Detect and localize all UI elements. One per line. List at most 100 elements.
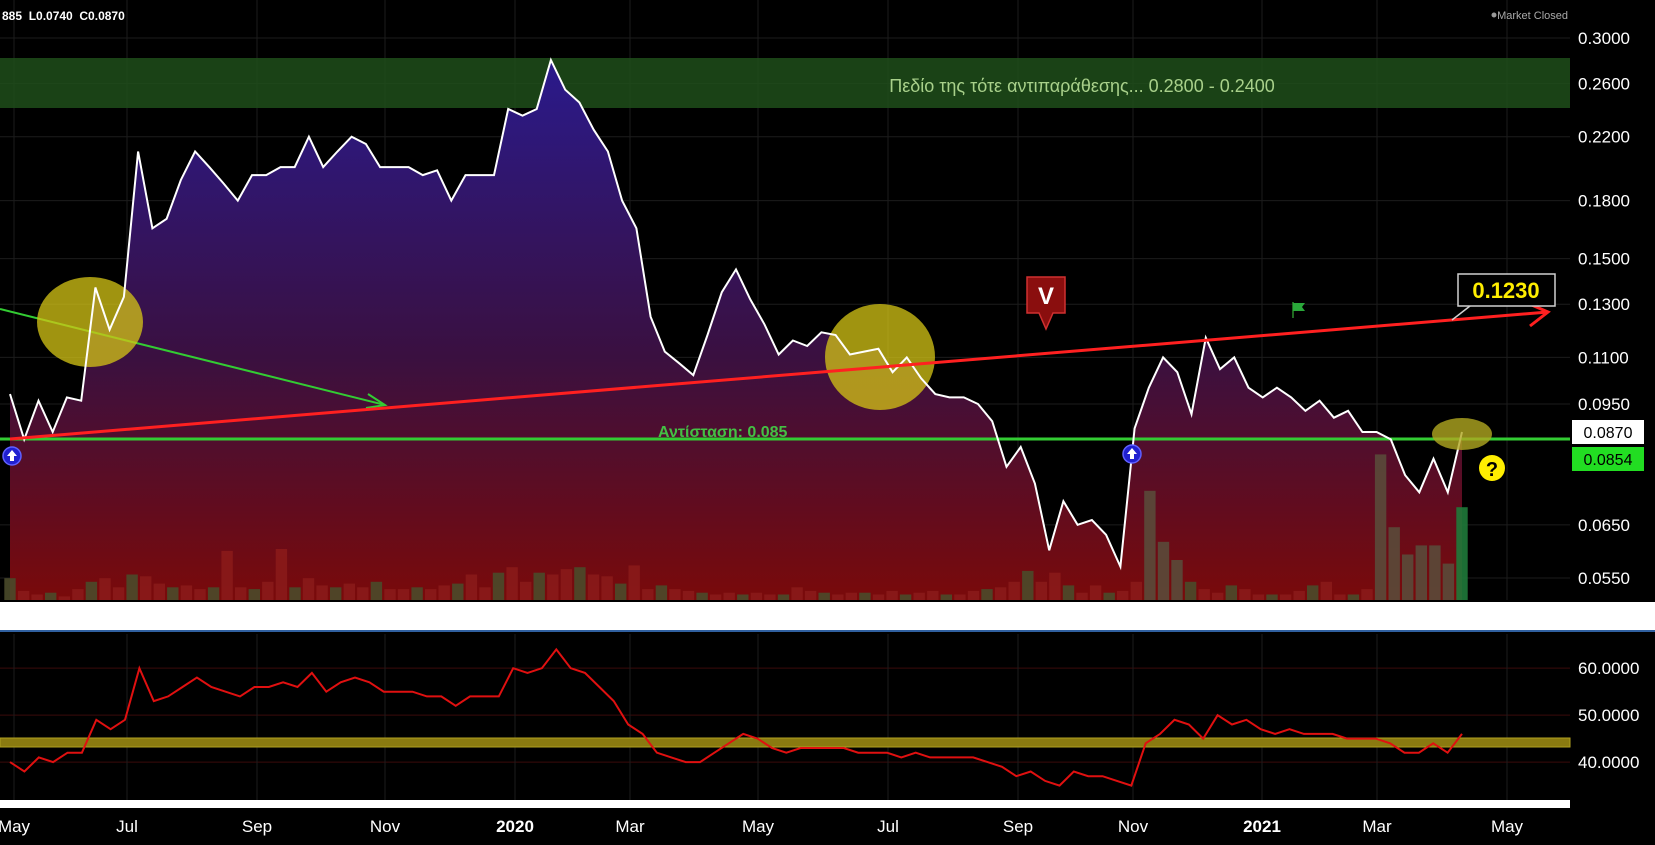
volume-bar <box>954 594 966 600</box>
volume-bar <box>1279 594 1292 600</box>
support-price-value: 0.0854 <box>1584 452 1633 469</box>
panel-separator[interactable] <box>0 602 1655 632</box>
volume-bar <box>601 576 613 600</box>
price-axis[interactable]: 0.3000 0.2600 0.2200 0.1800 0.1500 0.1300 0.11… <box>1578 29 1630 588</box>
time-tick-label: Nov <box>370 817 401 836</box>
rsi-grid <box>0 634 1570 800</box>
volume-bar <box>845 592 857 600</box>
volume-bar <box>370 581 383 600</box>
volume-bar <box>560 569 573 600</box>
question-mark: ? <box>1486 459 1498 481</box>
volume-bar <box>384 589 396 600</box>
volume-bar <box>180 585 193 600</box>
time-axis[interactable]: May Jul Sep Nov 2020 Mar May Jul Sep Nov 2021 Mar Ma… <box>0 817 1524 836</box>
volume-bar <box>1089 585 1102 600</box>
volume-bar <box>1361 589 1373 600</box>
time-tick-label: Jul <box>116 817 138 836</box>
rsi-tick-label: 60.0000 <box>1578 659 1639 678</box>
volume-bar <box>709 594 722 600</box>
time-tick-label: 2021 <box>1243 817 1281 836</box>
rsi-tick-label: 40.0000 <box>1578 753 1639 772</box>
volume-bar <box>1157 541 1170 600</box>
price-line <box>9 57 1463 571</box>
volume-bar <box>235 587 247 600</box>
last-price-tag: 0.0870 <box>1572 420 1644 444</box>
volume-bar <box>492 572 505 600</box>
volume-bar <box>302 578 315 600</box>
volume-bars <box>4 454 1468 600</box>
volume-bar <box>438 585 450 600</box>
volume-bar <box>981 589 993 600</box>
volume-bar <box>859 592 871 600</box>
volume-bar <box>343 583 355 600</box>
price-tick-label: 0.2200 <box>1578 128 1630 147</box>
volume-bar <box>1062 585 1075 600</box>
volume-bar <box>615 583 627 600</box>
volume-bar <box>533 572 545 600</box>
volume-bar <box>58 596 70 600</box>
volume-bar <box>791 587 803 600</box>
volume-bar <box>1307 585 1319 600</box>
volume-bar <box>655 585 668 600</box>
rsi-axis[interactable]: 60.0000 50.0000 40.0000 <box>1578 659 1639 772</box>
volume-bar <box>669 589 681 600</box>
volume-bar <box>221 550 233 600</box>
zone-label: Πεδίο της τότε αντιπαράθεσης... 0.2800 -… <box>889 76 1275 96</box>
volume-bar <box>479 587 491 600</box>
volume-bar <box>330 587 342 600</box>
volume-bar <box>45 592 57 600</box>
rsi-bottom-strip <box>0 800 1570 808</box>
rsi-line <box>9 647 1463 787</box>
volume-bar <box>411 587 423 600</box>
volume-bar <box>397 589 410 600</box>
target-label: 0.1230 <box>1472 278 1539 303</box>
volume-bar <box>1022 570 1034 600</box>
volume-bar <box>262 581 274 600</box>
price-area-fill <box>10 60 1462 600</box>
volume-bar <box>248 589 260 600</box>
question-icon: ? <box>1479 455 1505 481</box>
time-tick-label: May <box>742 817 775 836</box>
volume-bar <box>967 590 980 600</box>
v-marker: V <box>1026 276 1066 331</box>
volume-bar <box>750 592 763 600</box>
time-tick-label: Mar <box>1362 817 1392 836</box>
volume-bar <box>628 565 640 600</box>
time-tick-label: Sep <box>242 817 272 836</box>
volume-bar <box>1049 572 1061 600</box>
volume-bar <box>357 587 369 600</box>
price-tick-label: 0.1800 <box>1578 192 1630 211</box>
volume-bar <box>1239 589 1251 600</box>
volume-bar <box>587 574 600 600</box>
volume-bar <box>1171 560 1183 600</box>
volume-bar <box>1402 554 1414 600</box>
time-tick-label: 2020 <box>496 817 534 836</box>
volume-bar <box>1334 594 1346 600</box>
time-tick-label: May <box>1491 817 1524 836</box>
price-tick-label: 0.3000 <box>1578 29 1630 48</box>
volume-bar <box>804 590 817 600</box>
volume-bar <box>1144 490 1156 600</box>
volume-bar <box>994 587 1007 600</box>
volume-bar <box>316 585 328 600</box>
volume-bar <box>737 594 749 600</box>
volume-bar <box>140 576 152 600</box>
volume-bar <box>112 587 125 600</box>
volume-bar <box>1212 592 1224 600</box>
market-status-dot <box>1491 12 1497 18</box>
volume-bar <box>1442 563 1455 600</box>
highlight-circle-2 <box>825 304 935 410</box>
volume-bar <box>832 594 844 600</box>
volume-bar <box>696 592 708 600</box>
volume-bar <box>1456 507 1468 600</box>
last-price-value: 0.0870 <box>1584 425 1633 442</box>
arrow-up-icon <box>1122 444 1142 464</box>
volume-bar <box>642 589 654 600</box>
volume-bar <box>1198 589 1210 600</box>
volume-bar <box>1076 592 1088 600</box>
highlight-circle-1 <box>37 277 143 367</box>
volume-bar <box>72 589 84 600</box>
rising-trend-line <box>9 310 1549 441</box>
volume-bar <box>818 592 830 600</box>
